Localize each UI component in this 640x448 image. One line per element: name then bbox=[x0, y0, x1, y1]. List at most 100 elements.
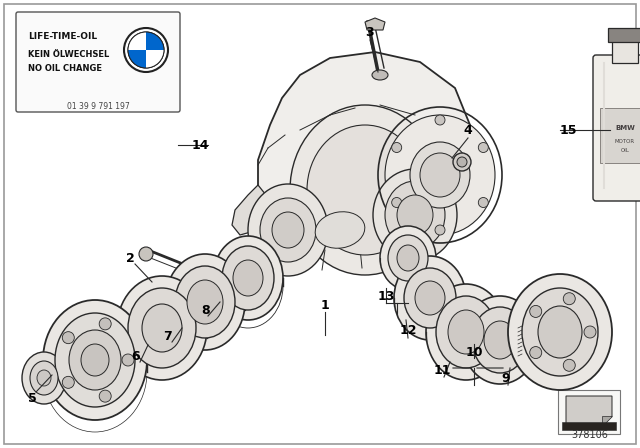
Text: 14: 14 bbox=[191, 138, 209, 151]
Bar bbox=[600, 108, 640, 163]
Ellipse shape bbox=[165, 254, 245, 350]
Text: 11: 11 bbox=[433, 363, 451, 376]
Text: OIL: OIL bbox=[621, 147, 629, 152]
Circle shape bbox=[453, 153, 471, 171]
Ellipse shape bbox=[472, 307, 528, 373]
Circle shape bbox=[435, 225, 445, 235]
Ellipse shape bbox=[81, 344, 109, 376]
Ellipse shape bbox=[380, 226, 436, 290]
Ellipse shape bbox=[187, 280, 223, 324]
Circle shape bbox=[99, 390, 111, 402]
Ellipse shape bbox=[307, 125, 423, 255]
Circle shape bbox=[392, 142, 402, 152]
Ellipse shape bbox=[508, 274, 612, 390]
Ellipse shape bbox=[397, 195, 433, 235]
Text: 8: 8 bbox=[202, 303, 211, 316]
Circle shape bbox=[530, 347, 541, 358]
Circle shape bbox=[99, 318, 111, 330]
Circle shape bbox=[122, 354, 134, 366]
Ellipse shape bbox=[117, 276, 207, 380]
Circle shape bbox=[457, 157, 467, 167]
Ellipse shape bbox=[436, 296, 496, 368]
Circle shape bbox=[139, 247, 153, 261]
Ellipse shape bbox=[233, 260, 263, 296]
Text: 9: 9 bbox=[502, 371, 510, 384]
Circle shape bbox=[62, 332, 74, 344]
Ellipse shape bbox=[175, 266, 235, 338]
Ellipse shape bbox=[397, 245, 419, 271]
Text: 10: 10 bbox=[465, 345, 483, 358]
Ellipse shape bbox=[315, 212, 365, 248]
Text: 7: 7 bbox=[164, 329, 172, 343]
Ellipse shape bbox=[372, 70, 388, 80]
Ellipse shape bbox=[248, 184, 328, 276]
Text: 13: 13 bbox=[378, 289, 395, 302]
Ellipse shape bbox=[484, 321, 516, 359]
Polygon shape bbox=[522, 326, 540, 358]
Text: 12: 12 bbox=[399, 323, 417, 336]
Text: 01 39 9 791 197: 01 39 9 791 197 bbox=[67, 102, 129, 111]
Ellipse shape bbox=[290, 105, 440, 275]
Ellipse shape bbox=[404, 268, 456, 328]
Text: KEIN ÖLWECHSEL: KEIN ÖLWECHSEL bbox=[28, 50, 109, 59]
Bar bbox=[608, 28, 640, 42]
Ellipse shape bbox=[43, 300, 147, 420]
Ellipse shape bbox=[142, 304, 182, 352]
Ellipse shape bbox=[522, 288, 598, 376]
Text: 6: 6 bbox=[132, 349, 140, 362]
Ellipse shape bbox=[448, 310, 484, 354]
Ellipse shape bbox=[128, 288, 196, 368]
Circle shape bbox=[435, 115, 445, 125]
Ellipse shape bbox=[69, 330, 121, 390]
Text: 15: 15 bbox=[559, 124, 577, 137]
Ellipse shape bbox=[37, 370, 51, 386]
FancyBboxPatch shape bbox=[16, 12, 180, 112]
Ellipse shape bbox=[272, 212, 304, 248]
Circle shape bbox=[478, 142, 488, 152]
Polygon shape bbox=[602, 416, 612, 426]
Text: 3: 3 bbox=[365, 26, 374, 39]
Text: 4: 4 bbox=[463, 124, 472, 137]
Polygon shape bbox=[258, 52, 470, 250]
Ellipse shape bbox=[22, 352, 66, 404]
Wedge shape bbox=[128, 50, 146, 68]
Bar bbox=[612, 38, 638, 63]
Ellipse shape bbox=[55, 313, 135, 407]
Circle shape bbox=[128, 32, 164, 68]
Circle shape bbox=[62, 376, 74, 388]
Text: BMW: BMW bbox=[615, 125, 635, 131]
Ellipse shape bbox=[410, 142, 470, 208]
Ellipse shape bbox=[260, 198, 316, 262]
Ellipse shape bbox=[222, 246, 274, 310]
Text: 378106: 378106 bbox=[572, 430, 609, 440]
Ellipse shape bbox=[30, 361, 58, 395]
Bar bbox=[558, 390, 620, 434]
Ellipse shape bbox=[385, 181, 445, 249]
Text: MOTOR: MOTOR bbox=[615, 138, 635, 143]
Text: 1: 1 bbox=[321, 298, 330, 311]
Ellipse shape bbox=[213, 236, 283, 320]
Circle shape bbox=[563, 359, 575, 371]
Text: 5: 5 bbox=[28, 392, 36, 405]
Circle shape bbox=[530, 306, 541, 318]
Text: 2: 2 bbox=[125, 251, 134, 264]
Ellipse shape bbox=[462, 296, 538, 384]
Wedge shape bbox=[146, 50, 164, 68]
Text: NO OIL CHANGE: NO OIL CHANGE bbox=[28, 64, 102, 73]
Circle shape bbox=[563, 293, 575, 305]
Ellipse shape bbox=[373, 169, 457, 261]
Polygon shape bbox=[232, 185, 270, 235]
Text: LIFE-TIME-OIL: LIFE-TIME-OIL bbox=[28, 32, 97, 41]
Bar bbox=[562, 422, 616, 430]
Circle shape bbox=[392, 198, 402, 207]
Ellipse shape bbox=[388, 235, 428, 281]
Circle shape bbox=[124, 28, 168, 72]
Ellipse shape bbox=[420, 153, 460, 197]
Ellipse shape bbox=[538, 306, 582, 358]
Ellipse shape bbox=[394, 256, 466, 340]
Wedge shape bbox=[146, 32, 164, 50]
Circle shape bbox=[584, 326, 596, 338]
Circle shape bbox=[478, 198, 488, 207]
Polygon shape bbox=[365, 18, 385, 30]
Ellipse shape bbox=[385, 115, 495, 235]
